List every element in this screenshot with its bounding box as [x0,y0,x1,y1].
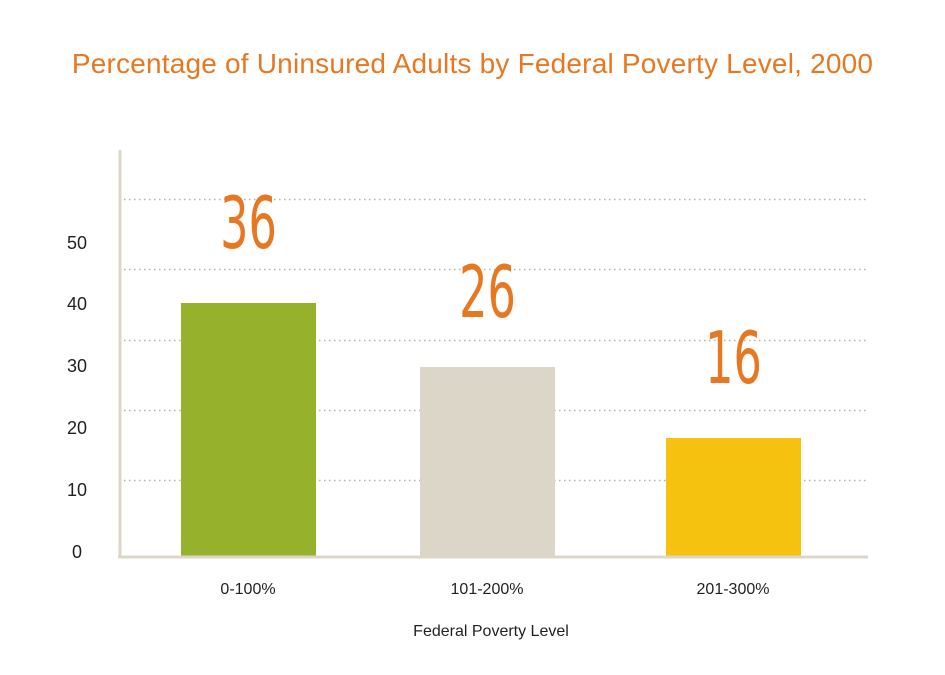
bar [420,367,555,557]
bars [181,303,801,557]
axes [118,150,868,559]
y-tick-label: 0 [72,542,82,562]
y-axis-tick-labels: 0 10 20 30 40 50 [67,233,87,562]
y-tick-label: 10 [67,480,87,500]
x-category-label: 0-100% [220,581,275,598]
y-tick-label: 40 [67,294,87,314]
y-tick-label: 20 [67,418,87,438]
x-category-label: 201-300% [697,581,770,598]
bar [666,438,801,557]
y-tick-label: 30 [67,356,87,376]
data-label: 16 [705,317,762,401]
chart-title: Percentage of Uninsured Adults by Federa… [71,48,874,79]
x-axis-category-labels: 0-100% 101-200% 201-300% [220,581,769,598]
x-axis-title: Federal Poverty Level [413,623,569,640]
data-label: 26 [459,251,516,335]
data-label: 36 [220,182,277,266]
y-tick-label: 50 [67,233,87,253]
data-labels: 36 26 16 [220,182,762,401]
bar [181,303,316,557]
x-category-label: 101-200% [451,581,524,598]
